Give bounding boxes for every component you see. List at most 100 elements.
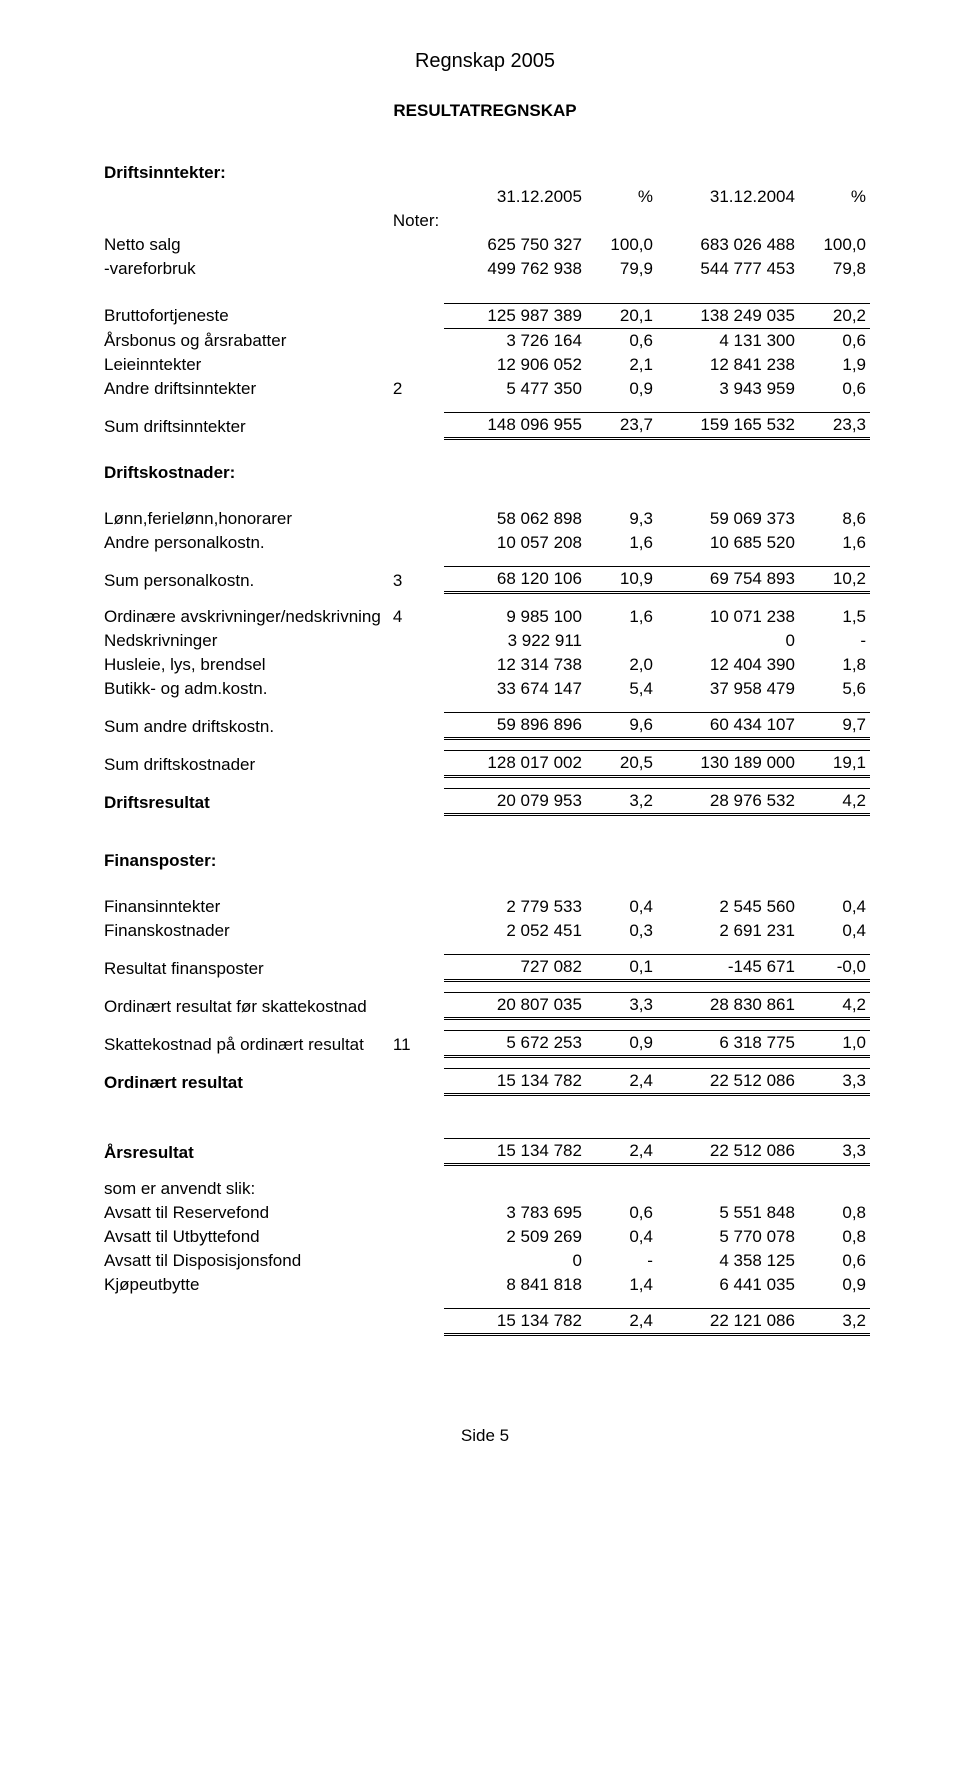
- label: Finansinntekter: [100, 895, 389, 919]
- value-2005: 9 985 100: [444, 605, 586, 629]
- value-2004: 12 841 238: [657, 353, 799, 377]
- value-2004: 10 685 520: [657, 531, 799, 555]
- row-lonn: Lønn,ferielønn,honorarer 58 062 898 9,3 …: [100, 507, 870, 531]
- value-2004: 4 358 125: [657, 1249, 799, 1273]
- note: 2: [389, 377, 444, 401]
- section-header-finansposter: Finansposter:: [100, 849, 389, 873]
- value-2005: 15 134 782: [444, 1309, 586, 1335]
- value-2004: 28 976 532: [657, 789, 799, 815]
- value-2004: 37 958 479: [657, 677, 799, 701]
- row-ord-resultat-for-skatt: Ordinært resultat før skattekostnad 20 8…: [100, 993, 870, 1019]
- value-2004: 159 165 532: [657, 413, 799, 439]
- row-avsatt-reservefond: Avsatt til Reservefond 3 783 695 0,6 5 5…: [100, 1201, 870, 1225]
- value-2005: 59 896 896: [444, 713, 586, 739]
- row-netto-salg: Netto salg 625 750 327 100,0 683 026 488…: [100, 233, 870, 257]
- note: [389, 257, 444, 281]
- pct-2005: 0,3: [586, 919, 657, 943]
- label: Ordinære avskrivninger/nedskrivning: [100, 605, 389, 629]
- row-resultat-finansposter: Resultat finansposter 727 082 0,1 -145 6…: [100, 955, 870, 981]
- note: [389, 353, 444, 377]
- value-2005: 2 509 269: [444, 1225, 586, 1249]
- row-sum-driftsinntekter: Sum driftsinntekter 148 096 955 23,7 159…: [100, 413, 870, 439]
- label: Ordinært resultat før skattekostnad: [100, 993, 389, 1019]
- value-2004: 5 770 078: [657, 1225, 799, 1249]
- label: Avsatt til Disposisjonsfond: [100, 1249, 389, 1273]
- value-2005: 20 807 035: [444, 993, 586, 1019]
- pct-2004: 0,6: [799, 377, 870, 401]
- row-sum-andre-driftskostn: Sum andre driftskostn. 59 896 896 9,6 60…: [100, 713, 870, 739]
- pct-2005: 79,9: [586, 257, 657, 281]
- row-ordinært-resultat: Ordinært resultat 15 134 782 2,4 22 512 …: [100, 1069, 870, 1095]
- pct-2005: 1,6: [586, 605, 657, 629]
- value-2005: 2 779 533: [444, 895, 586, 919]
- page-subtitle: RESULTATREGNSKAP: [100, 101, 870, 121]
- income-statement-page: Regnskap 2005 RESULTATREGNSKAP Driftsinn…: [0, 0, 960, 1486]
- label: Resultat finansposter: [100, 955, 389, 981]
- value-2005: 58 062 898: [444, 507, 586, 531]
- note: [389, 1069, 444, 1095]
- value-2004: 22 121 086: [657, 1309, 799, 1335]
- value-2004: 130 189 000: [657, 751, 799, 777]
- value-2005: 12 314 738: [444, 653, 586, 677]
- value-2005: 5 672 253: [444, 1031, 586, 1057]
- col-header-pct2: %: [799, 185, 870, 209]
- value-2005: 10 057 208: [444, 531, 586, 555]
- value-2005: 33 674 147: [444, 677, 586, 701]
- label: Leieinntekter: [100, 353, 389, 377]
- value-2004: -145 671: [657, 955, 799, 981]
- value-2004: 12 404 390: [657, 653, 799, 677]
- value-2004: 138 249 035: [657, 303, 799, 328]
- row-leieinntekter: Leieinntekter 12 906 052 2,1 12 841 238 …: [100, 353, 870, 377]
- value-2005: 128 017 002: [444, 751, 586, 777]
- row-andre-personalkostn: Andre personalkostn. 10 057 208 1,6 10 6…: [100, 531, 870, 555]
- note: [389, 653, 444, 677]
- pct-2004: 9,7: [799, 713, 870, 739]
- note: [389, 713, 444, 739]
- label: Ordinært resultat: [100, 1069, 389, 1095]
- pct-2004: 19,1: [799, 751, 870, 777]
- note: [389, 413, 444, 439]
- value-2004: 4 131 300: [657, 328, 799, 353]
- note: 4: [389, 605, 444, 629]
- pct-2004: 3,3: [799, 1069, 870, 1095]
- pct-2005: 9,3: [586, 507, 657, 531]
- row-avsatt-disposisjonsfond: Avsatt til Disposisjonsfond 0 - 4 358 12…: [100, 1249, 870, 1273]
- note: [389, 1201, 444, 1225]
- pct-2004: 100,0: [799, 233, 870, 257]
- pct-2005: 3,3: [586, 993, 657, 1019]
- pct-2004: 3,3: [799, 1139, 870, 1165]
- row-bruttofortjeneste: Bruttofortjeneste 125 987 389 20,1 138 2…: [100, 303, 870, 328]
- value-2005: 8 841 818: [444, 1273, 586, 1297]
- page-footer: Side 5: [100, 1426, 870, 1446]
- note: [389, 895, 444, 919]
- pct-2005: 0,4: [586, 895, 657, 919]
- pct-2004: 5,6: [799, 677, 870, 701]
- label: Sum andre driftskostn.: [100, 713, 389, 739]
- pct-2004: 8,6: [799, 507, 870, 531]
- label: Butikk- og adm.kostn.: [100, 677, 389, 701]
- value-2004: 544 777 453: [657, 257, 799, 281]
- value-2004: 2 545 560: [657, 895, 799, 919]
- col-header-date1: 31.12.2005: [444, 185, 586, 209]
- pct-2004: 0,4: [799, 895, 870, 919]
- pct-2005: 20,1: [586, 303, 657, 328]
- label-som-er-anvendt: som er anvendt slik:: [100, 1177, 389, 1201]
- value-2004: 28 830 861: [657, 993, 799, 1019]
- pct-2004: 0,9: [799, 1273, 870, 1297]
- pct-2005: 20,5: [586, 751, 657, 777]
- pct-2004: 20,2: [799, 303, 870, 328]
- pct-2005: 2,4: [586, 1139, 657, 1165]
- row-butikk: Butikk- og adm.kostn. 33 674 147 5,4 37 …: [100, 677, 870, 701]
- pct-2005: 2,4: [586, 1069, 657, 1095]
- value-2004: 69 754 893: [657, 567, 799, 593]
- note: [389, 629, 444, 653]
- pct-2004: 0,8: [799, 1225, 870, 1249]
- value-2005: 68 120 106: [444, 567, 586, 593]
- value-2005: 148 096 955: [444, 413, 586, 439]
- value-2004: 10 071 238: [657, 605, 799, 629]
- note: [389, 303, 444, 328]
- row-finanskostnader: Finanskostnader 2 052 451 0,3 2 691 231 …: [100, 919, 870, 943]
- pct-2004: 0,4: [799, 919, 870, 943]
- col-header-noter: Noter:: [389, 209, 444, 233]
- row-kjopeutbytte: Kjøpeutbytte 8 841 818 1,4 6 441 035 0,9: [100, 1273, 870, 1297]
